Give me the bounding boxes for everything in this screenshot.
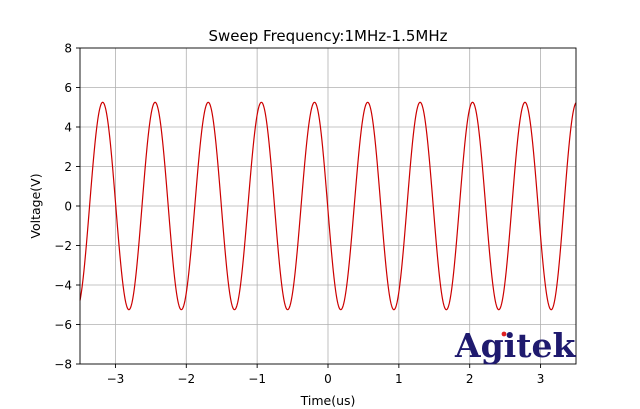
- x-tick-label: −3: [107, 372, 125, 386]
- x-tick-label: −1: [248, 372, 266, 386]
- tick-marks: [76, 47, 542, 368]
- x-tick-label: 3: [537, 372, 545, 386]
- x-tick-label: 1: [395, 372, 403, 386]
- series-line: [79, 101, 577, 311]
- agitek-logo: Agitek: [454, 326, 576, 365]
- logo-text: Agitek: [454, 326, 576, 365]
- x-axis-label: Time(us): [300, 393, 356, 408]
- x-tick-label: 0: [324, 372, 332, 386]
- grid: [80, 48, 576, 364]
- y-tick-label: 2: [64, 160, 72, 174]
- y-tick-label: 0: [64, 200, 72, 214]
- logo-dot: [501, 331, 507, 337]
- chart-title: Sweep Frequency:1MHz-1.5MHz: [209, 27, 448, 45]
- y-tick-label: 4: [64, 121, 72, 135]
- y-tick-label: −2: [54, 239, 72, 253]
- y-tick-label: −4: [54, 279, 72, 293]
- trace-layer: [79, 101, 577, 311]
- y-tick-label: 6: [64, 81, 72, 95]
- y-tick-labels: −8 −6 −4 −2 0 2 4 6 8: [54, 42, 72, 372]
- y-tick-label: −8: [54, 358, 72, 372]
- y-tick-label: 8: [64, 42, 72, 56]
- y-axis-label: Voltage(V): [28, 173, 43, 238]
- x-tick-labels: −3 −2 −1 0 1 2 3: [107, 372, 545, 386]
- x-tick-label: 2: [466, 372, 474, 386]
- x-tick-label: −2: [177, 372, 195, 386]
- y-tick-label: −6: [54, 318, 72, 332]
